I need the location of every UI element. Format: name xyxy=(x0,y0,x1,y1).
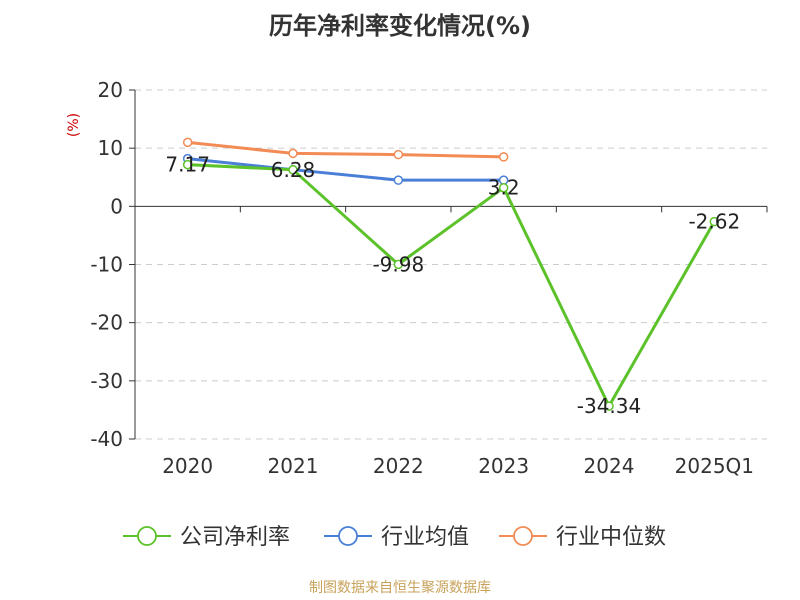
x-tick-label: 2021 xyxy=(268,454,319,478)
x-tick-label: 2022 xyxy=(373,454,424,478)
series-line xyxy=(187,163,716,408)
x-tick-label: 2023 xyxy=(478,454,529,478)
data-points xyxy=(182,137,720,411)
legend-label: 行业中位数 xyxy=(556,525,666,550)
y-tick-label: 20 xyxy=(98,78,123,102)
data-label: 6.28 xyxy=(271,158,316,182)
y-tick-label: 10 xyxy=(98,136,123,160)
gridlines xyxy=(135,89,767,440)
chart-title: 历年净利率变化情况(%) xyxy=(269,12,531,40)
y-tick-label: -20 xyxy=(90,311,123,335)
data-source-note: 制图数据来自恒生聚源数据库 xyxy=(309,580,491,596)
data-point xyxy=(182,137,193,148)
y-tick-label: -10 xyxy=(90,253,123,277)
series-line xyxy=(187,157,504,182)
data-labels: 7.17 6.28 -9.98 3.2 -34.34 -2.62 xyxy=(165,153,740,418)
data-point xyxy=(182,159,193,170)
legend-item: 公司净利率 xyxy=(123,525,290,550)
data-point xyxy=(498,182,509,193)
y-tick-label: 0 xyxy=(110,194,123,218)
x-tick-label: 2025Q1 xyxy=(675,454,754,478)
axes xyxy=(129,89,768,440)
x-tick-label: 2024 xyxy=(584,454,635,478)
legend-item: 行业中位数 xyxy=(499,525,666,550)
legend-marker xyxy=(513,526,533,546)
legend-label: 行业均值 xyxy=(381,525,469,550)
data-label: 7.17 xyxy=(165,153,210,177)
data-label: -34.34 xyxy=(577,394,641,418)
data-point xyxy=(393,175,404,185)
data-point xyxy=(709,216,720,227)
legend-item: 行业均值 xyxy=(324,525,469,550)
data-point xyxy=(288,165,298,175)
y-tick-label: -40 xyxy=(90,427,123,451)
data-point xyxy=(288,148,298,159)
legend-label: 公司净利率 xyxy=(180,525,290,550)
series-lines xyxy=(187,140,716,408)
data-point xyxy=(604,401,614,411)
x-tick-label: 2020 xyxy=(162,454,213,478)
data-label: -9.98 xyxy=(372,252,424,276)
data-point xyxy=(393,259,404,270)
data-point xyxy=(498,152,509,162)
y-tick-label: -30 xyxy=(90,369,123,393)
y-axis-label: (%) xyxy=(66,113,82,137)
data-label: 3.2 xyxy=(488,176,520,200)
legend: 公司净利率 行业均值 行业中位数 xyxy=(123,525,666,550)
tick-labels: 20 10 0 -10 -20 -30 -40 2020 2021 2022 2023 2024 202… xyxy=(90,78,754,478)
legend-marker xyxy=(338,526,358,546)
series-line xyxy=(187,140,504,159)
legend-marker xyxy=(137,526,157,546)
data-label: -2.62 xyxy=(688,210,740,234)
data-point xyxy=(393,149,404,160)
